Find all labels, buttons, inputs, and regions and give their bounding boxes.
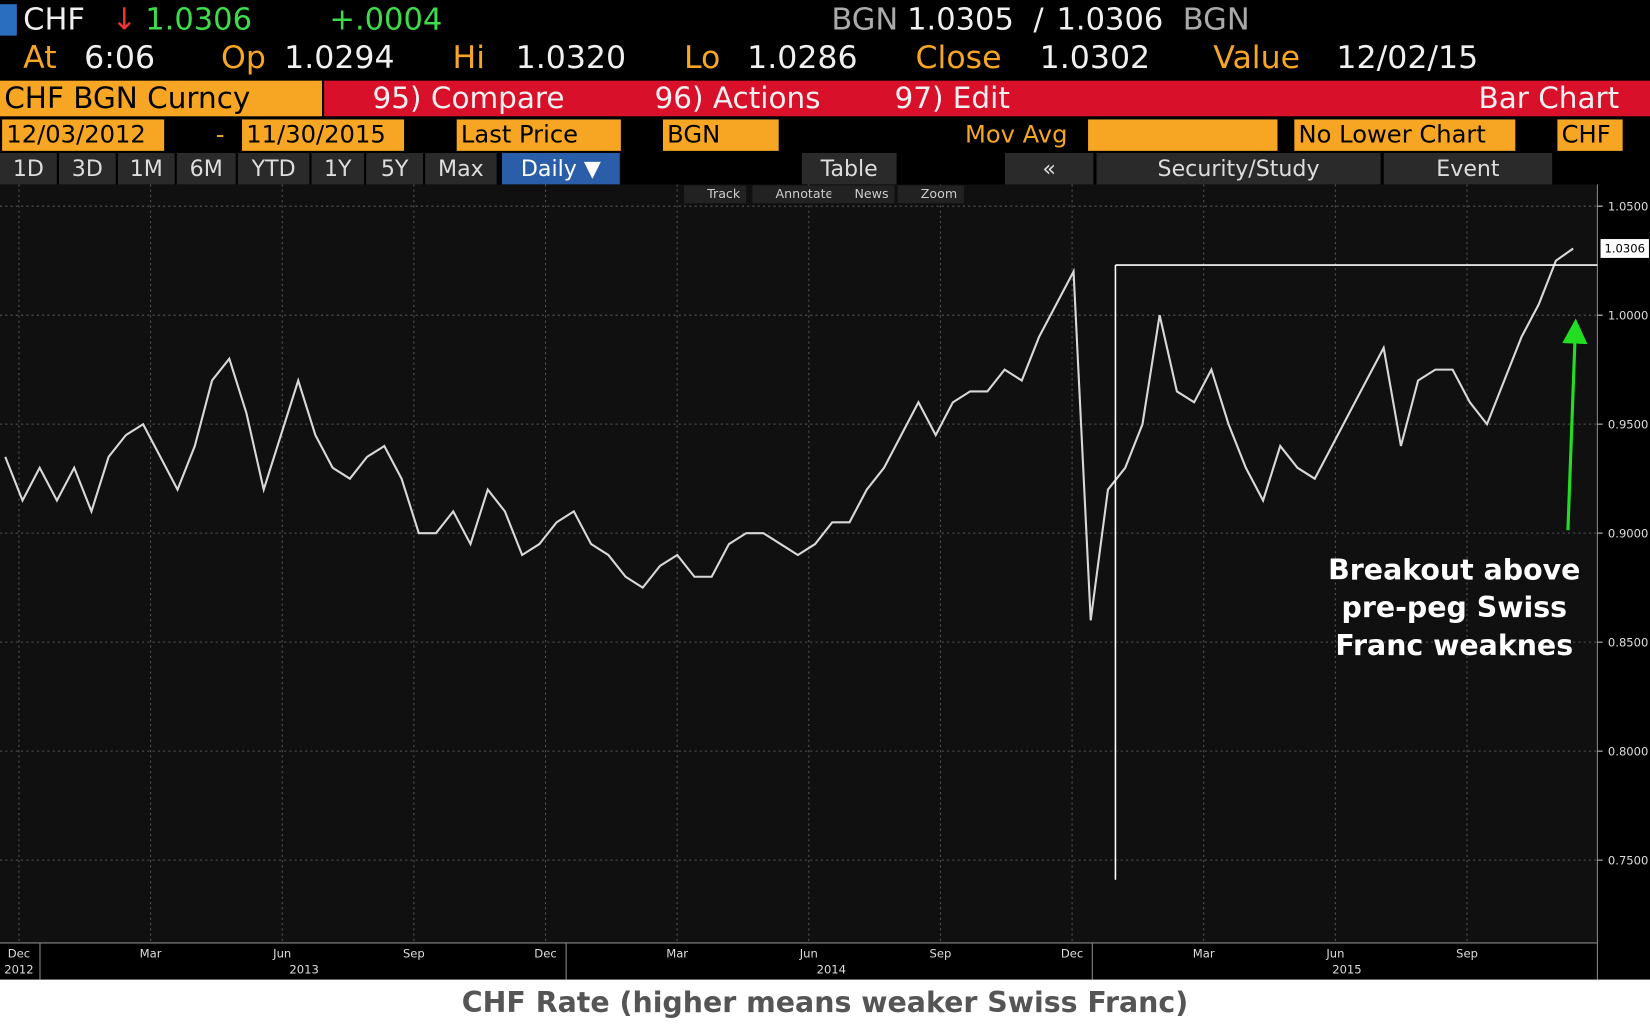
security-study[interactable]: Security/Study	[1096, 152, 1381, 185]
study: Mov Avg	[964, 121, 1068, 149]
caption: CHF Rate (higher means weaker Swiss Fran…	[461, 986, 1189, 1020]
x-tick-label: Mar	[666, 947, 688, 961]
bid: 1.0305	[907, 1, 1014, 37]
y-tick-label: 1.0000	[1608, 308, 1648, 322]
bid-src: BGN	[831, 1, 899, 37]
arrow: ↓	[111, 1, 138, 37]
annotation: pre-peg Swiss	[1342, 591, 1567, 624]
stat-label: Value	[1213, 39, 1301, 77]
range-button[interactable]: Max	[425, 152, 497, 185]
tool-button[interactable]: News	[831, 185, 895, 204]
range-button[interactable]: 1M	[117, 152, 175, 185]
x-tick-label: Dec	[1061, 947, 1083, 961]
sep: /	[1033, 1, 1044, 37]
range-button[interactable]: 6M	[176, 152, 236, 185]
range-button[interactable]: 1Y	[311, 152, 365, 185]
field[interactable]: Last Price	[456, 119, 621, 151]
marker	[0, 4, 17, 36]
currency[interactable]: CHF	[1557, 119, 1623, 151]
ticker: CHF	[23, 1, 85, 37]
stat-value: 6:06	[84, 39, 156, 77]
y-tick-label: 0.9000	[1608, 526, 1648, 540]
x-tick-label: Dec	[8, 947, 30, 961]
x-tick-label: Mar	[140, 947, 162, 961]
back[interactable]: «	[1004, 152, 1094, 185]
menu-item[interactable]: 97) Edit	[894, 80, 1010, 116]
tool-button[interactable]: Track	[683, 185, 747, 204]
stat-label: Op	[220, 39, 266, 77]
last-price-box	[1600, 239, 1649, 258]
y-tick-label: 0.8000	[1608, 744, 1648, 758]
last: 1.0306	[145, 1, 253, 37]
change: +.0004	[329, 1, 443, 37]
period-label: Daily	[520, 156, 577, 182]
source[interactable]: BGN	[662, 119, 779, 151]
x-tick-label: Jun	[799, 947, 818, 961]
table[interactable]: Table	[801, 152, 897, 185]
x-tick-label: 2013	[289, 962, 318, 976]
lower-chart[interactable]: No Lower Chart	[1294, 119, 1516, 151]
x-tick-label: 2014	[817, 962, 846, 976]
last-price-label: 1.0306	[1605, 242, 1645, 256]
stat-value: 12/02/15	[1336, 39, 1479, 77]
range-button[interactable]: 1D	[0, 152, 57, 185]
annotation: Breakout above	[1328, 553, 1580, 586]
stat-value: 1.0286	[747, 39, 858, 77]
y-tick-label: 0.8500	[1608, 635, 1648, 649]
x-tick-label: Sep	[930, 947, 952, 961]
x-tick-label: Jun	[1325, 947, 1344, 961]
range-button[interactable]: YTD	[237, 152, 310, 185]
price-line	[4, 247, 1574, 621]
ask: 1.0306	[1056, 1, 1164, 37]
study-fields[interactable]	[1088, 119, 1278, 151]
plot-area	[0, 184, 1598, 943]
stat-label: Close	[915, 39, 1002, 77]
x-tick-label: Sep	[1456, 947, 1478, 961]
security[interactable]: CHF BGN Curncy	[0, 80, 323, 117]
x-tick-label: Mar	[1193, 947, 1215, 961]
x-tick-label: 2012	[4, 962, 33, 976]
start-date[interactable]: 12/03/2012	[2, 119, 165, 151]
y-tick-label: 0.9500	[1608, 417, 1648, 431]
y-tick-label: 0.7500	[1608, 853, 1648, 867]
menu-bar	[324, 80, 1650, 117]
view: Bar Chart	[1478, 80, 1620, 116]
y-tick-label: 1.0500	[1608, 199, 1648, 213]
menu-item[interactable]: 95) Compare	[372, 80, 565, 116]
stat-label: Hi	[452, 39, 486, 77]
stat-value: 1.0320	[515, 39, 627, 77]
chart: 0.7500 0.8000 0.8500 0.9000 0.9500 1.0000 1.05…	[0, 184, 1649, 980]
stat-label: At	[23, 39, 57, 77]
x-tick-label: Sep	[403, 947, 425, 961]
range-button[interactable]: 3D	[58, 152, 116, 185]
stat-value: 1.0302	[1039, 39, 1151, 77]
stat-label: Lo	[683, 39, 721, 77]
menu-item[interactable]: 96) Actions	[654, 80, 821, 116]
tool-button[interactable]: Annotate	[752, 185, 840, 204]
dash: -	[215, 121, 225, 149]
range-button[interactable]: 5Y	[366, 152, 424, 185]
arrow	[1562, 318, 1588, 531]
annotation: Franc weaknes	[1335, 629, 1573, 662]
x-tick-label: 2015	[1332, 962, 1361, 976]
period[interactable]: Daily ▼	[501, 152, 620, 185]
event[interactable]: Event	[1383, 152, 1553, 185]
x-tick-label: Jun	[272, 947, 291, 961]
end-date[interactable]: 11/30/2015	[242, 119, 405, 151]
x-tick-label: Dec	[534, 947, 556, 961]
stat-value: 1.0294	[284, 39, 395, 77]
tool-button[interactable]: Zoom	[897, 185, 964, 204]
ask-src: BGN	[1182, 1, 1250, 37]
